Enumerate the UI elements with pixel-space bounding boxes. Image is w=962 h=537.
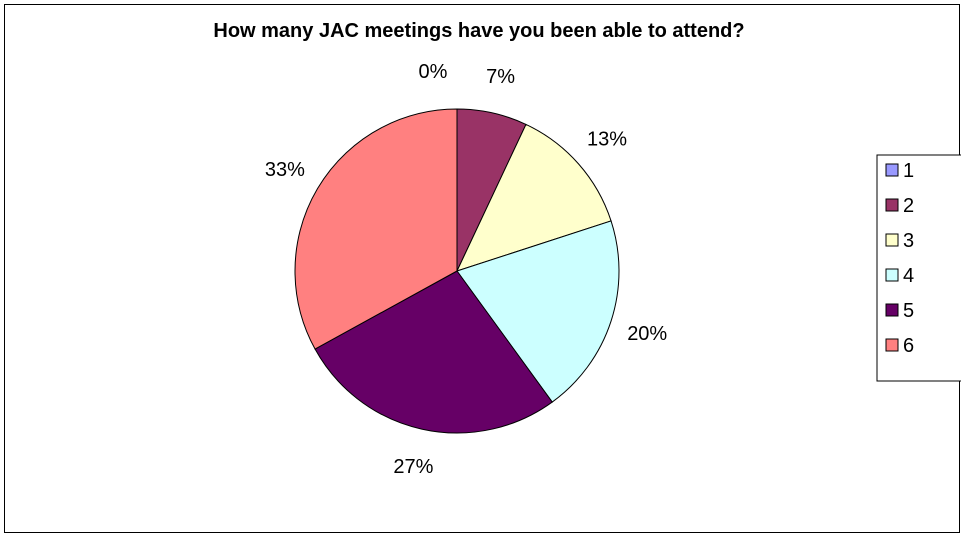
legend-swatch-3 bbox=[885, 233, 899, 247]
legend-swatch-1 bbox=[885, 163, 899, 177]
pie-slice-3 bbox=[456, 123, 612, 272]
pie-slice-4 bbox=[456, 220, 620, 403]
legend-label-1: 1 bbox=[903, 160, 914, 182]
data-label-4: 20% bbox=[627, 323, 667, 345]
data-label-3: 13% bbox=[587, 129, 627, 151]
legend-label-6: 6 bbox=[903, 335, 914, 357]
pie-slice-5 bbox=[314, 270, 553, 434]
legend-box bbox=[876, 154, 961, 382]
data-label-5: 27% bbox=[393, 456, 433, 478]
legend-label-2: 2 bbox=[903, 195, 914, 217]
legend-label-5: 5 bbox=[903, 300, 914, 322]
data-label-1: 0% bbox=[419, 61, 448, 83]
pie-chart: How many JAC meetings have you been able… bbox=[213, 20, 961, 478]
chart-area: How many JAC meetings have you been able… bbox=[4, 4, 961, 533]
legend-label-3: 3 bbox=[903, 230, 914, 252]
legend-swatch-4 bbox=[885, 268, 899, 282]
legend-label-4: 4 bbox=[903, 265, 914, 287]
legend: 1 2 3 4 5 6 bbox=[876, 154, 961, 382]
pie-slices bbox=[294, 108, 620, 434]
chart-title: How many JAC meetings have you been able… bbox=[213, 20, 744, 42]
pie-slice-6 bbox=[294, 108, 458, 350]
data-label-2: 7% bbox=[486, 66, 515, 88]
legend-swatch-2 bbox=[885, 198, 899, 212]
data-label-6: 33% bbox=[265, 159, 305, 181]
data-labels: 0% 7% 13% 20% 27% 33% bbox=[265, 61, 668, 478]
legend-swatch-5 bbox=[885, 303, 899, 317]
legend-swatch-6 bbox=[885, 338, 899, 352]
